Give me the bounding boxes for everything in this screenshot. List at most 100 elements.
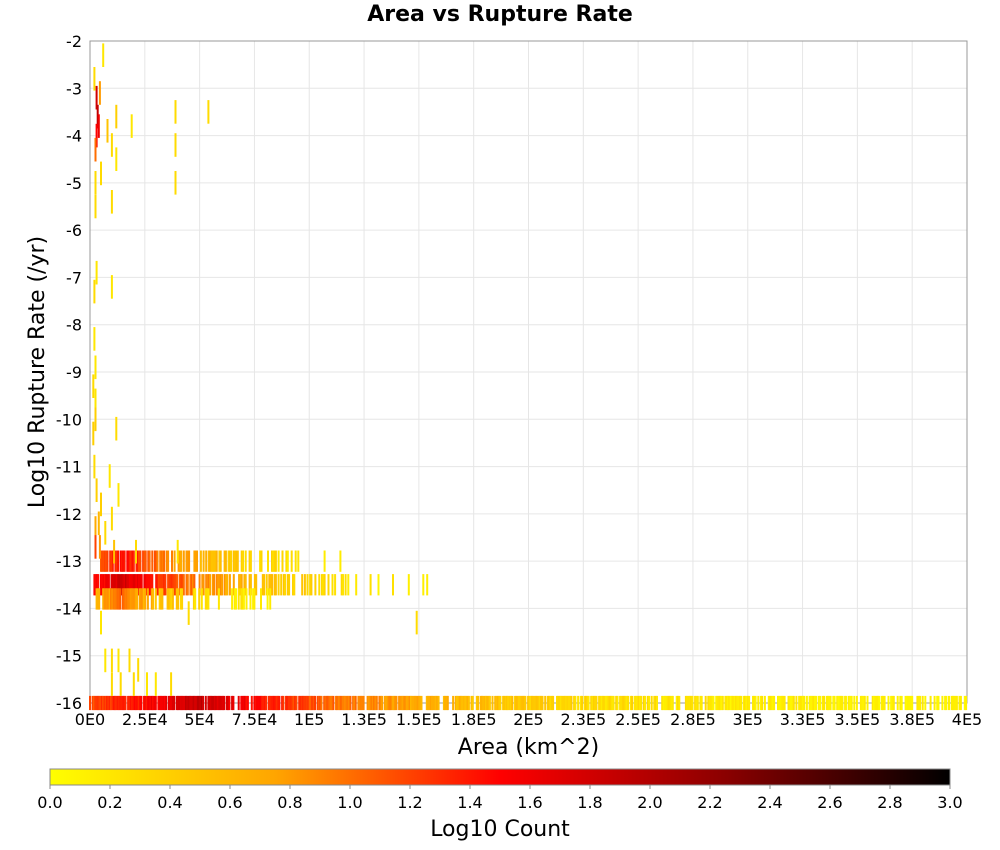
heatmap-cell	[165, 550, 168, 572]
heatmap-cell	[394, 695, 397, 711]
heatmap-cell	[169, 588, 172, 610]
heatmap-cell	[419, 695, 422, 711]
heatmap-cell	[715, 695, 718, 711]
heatmap-cell	[337, 695, 340, 711]
heatmap-cell	[671, 695, 674, 711]
heatmap-cell	[882, 695, 885, 711]
heatmap-cell	[174, 100, 177, 124]
heatmap-cell	[181, 574, 184, 596]
heatmap-cell	[135, 574, 138, 596]
heatmap-cell	[627, 695, 629, 711]
heatmap-cell	[377, 574, 380, 596]
heatmap-cell	[110, 133, 113, 157]
heatmap-cell	[732, 695, 735, 711]
heatmap-cell	[295, 695, 298, 711]
heatmap-cell	[218, 550, 221, 572]
heatmap-cell	[294, 550, 297, 572]
heatmap-cell	[945, 695, 948, 711]
heatmap-cell	[677, 695, 679, 711]
heatmap-cell	[717, 695, 720, 711]
grid-lines	[89, 40, 968, 704]
heatmap-cell	[611, 695, 614, 711]
heatmap-cell	[121, 574, 123, 596]
heatmap-cell	[169, 695, 172, 711]
heatmap-cell	[150, 695, 153, 711]
heatmap-cell	[707, 695, 710, 711]
heatmap-cell	[773, 695, 776, 711]
heatmap-cell	[213, 574, 216, 596]
heatmap-cell	[838, 695, 841, 711]
heatmap-cell	[108, 588, 111, 610]
heatmap-cell	[167, 588, 170, 610]
heatmap-cell	[557, 695, 560, 711]
heatmap-cell	[269, 574, 272, 596]
heatmap-cell	[219, 550, 222, 572]
heatmap-cell	[273, 550, 276, 572]
y-tick-label: -10	[56, 410, 82, 429]
y-axis-label: Log10 Rupture Rate (/yr)	[25, 236, 50, 508]
heatmap-cell	[771, 695, 774, 711]
heatmap-cell	[874, 695, 877, 711]
heatmap-cell	[149, 695, 152, 711]
heatmap-cell	[172, 574, 175, 596]
heatmap-cell	[232, 695, 235, 711]
heatmap-cell	[204, 695, 207, 711]
heatmap-cell	[403, 695, 406, 711]
heatmap-cell	[240, 550, 243, 572]
heatmap-cell	[636, 695, 639, 711]
heatmap-cell	[486, 695, 489, 711]
heatmap-cell	[416, 695, 419, 711]
heatmap-cell	[110, 550, 113, 572]
heatmap-cell	[160, 550, 163, 572]
heatmap-cell	[558, 695, 561, 711]
heatmap-cell	[303, 574, 306, 596]
heatmap-cell	[194, 550, 197, 572]
heatmap-cell	[504, 695, 507, 711]
heatmap-cell	[232, 550, 235, 572]
heatmap-cell	[214, 695, 216, 711]
heatmap-cell	[370, 695, 373, 711]
heatmap-cell	[171, 588, 174, 610]
heatmap-cell	[908, 695, 911, 711]
colorbar-tick-label: 2.4	[757, 793, 782, 812]
heatmap-cell	[135, 539, 137, 564]
heatmap-cell	[347, 574, 350, 596]
heatmap-cell	[249, 588, 252, 610]
heatmap-cell	[871, 695, 874, 711]
heatmap-cell	[227, 695, 230, 711]
heatmap-cell	[217, 588, 220, 610]
heatmap-cell	[471, 695, 474, 711]
heatmap-cell	[110, 648, 113, 673]
heatmap-cell	[379, 695, 382, 711]
heatmap-cell	[150, 574, 152, 596]
heatmap-cell	[342, 695, 345, 711]
heatmap-cell	[921, 695, 924, 711]
heatmap-cell	[344, 695, 347, 711]
heatmap-cell	[106, 550, 109, 572]
heatmap-cell	[211, 695, 214, 711]
heatmap-cell	[100, 550, 102, 572]
heatmap-cell	[93, 327, 96, 351]
heatmap-cell	[252, 588, 255, 610]
heatmap-cell	[114, 695, 116, 711]
heatmap-cell	[385, 695, 387, 711]
heatmap-cell	[142, 588, 145, 610]
heatmap-cell	[162, 695, 165, 711]
heatmap-cell	[144, 574, 147, 596]
heatmap-cell	[955, 695, 958, 711]
heatmap-cell	[531, 695, 533, 711]
heatmap-cell	[129, 695, 132, 711]
heatmap-cell	[131, 588, 134, 610]
heatmap-cell	[517, 695, 520, 711]
heatmap-cell	[107, 588, 110, 610]
heatmap-cell	[312, 695, 315, 711]
heatmap-cell	[117, 483, 120, 507]
heatmap-cell	[170, 588, 173, 610]
heatmap-cell	[227, 550, 230, 572]
heatmap-cell	[139, 588, 141, 610]
heatmap-cell	[189, 574, 192, 596]
heatmap-cell	[467, 695, 470, 711]
heatmap-cell	[126, 550, 129, 572]
heatmap-cell	[863, 695, 866, 711]
